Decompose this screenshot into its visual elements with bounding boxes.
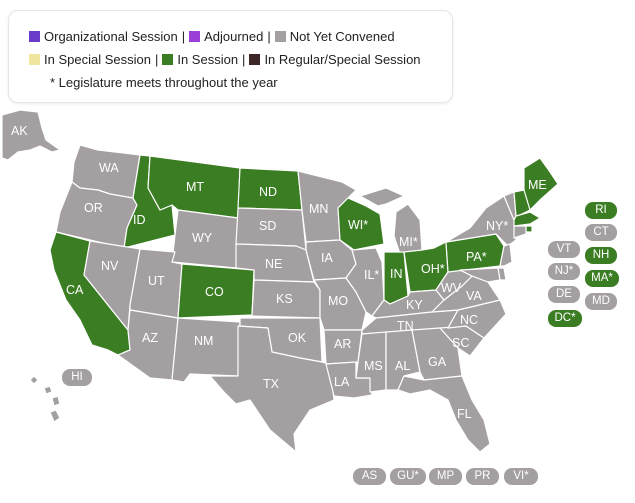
- legend-separator: |: [181, 29, 186, 44]
- swatch-in-session: [162, 54, 174, 65]
- pill-RI[interactable]: RI: [585, 202, 617, 219]
- legend-in-session: In Session: [177, 52, 239, 67]
- state-WY[interactable]: [171, 209, 239, 269]
- pill-AS[interactable]: AS: [353, 468, 386, 485]
- legend-separator: |: [267, 29, 271, 44]
- label-NC: NC: [460, 313, 478, 327]
- legend-row-1: Organizational Session | Adjourned | Not…: [29, 29, 395, 44]
- legend-adjourned: Adjourned: [204, 29, 264, 44]
- pill-MP[interactable]: MP: [429, 468, 462, 485]
- state-NH[interactable]: [513, 189, 531, 217]
- label-ND: ND: [259, 185, 277, 199]
- label-MN: MN: [309, 202, 328, 216]
- label-NE: NE: [265, 257, 282, 271]
- swatch-special-session: [29, 54, 40, 65]
- label-WY: WY: [192, 231, 213, 245]
- label-NM: NM: [194, 334, 213, 348]
- pill-NJ[interactable]: NJ*: [548, 263, 580, 280]
- label-MT: MT: [186, 180, 204, 194]
- legend-special-session: In Special Session: [44, 52, 151, 67]
- state-TX[interactable]: [209, 325, 335, 453]
- label-AZ: AZ: [142, 331, 158, 345]
- label-KY: KY: [406, 298, 423, 312]
- state-NJ[interactable]: [499, 243, 513, 267]
- state-labels: AK WA OR CA ID NV MT WY UT AZ CO NM ND S…: [11, 124, 547, 421]
- label-PA: PA*: [466, 250, 487, 264]
- legend-note: * Legislature meets throughout the year: [50, 75, 278, 90]
- label-WV: WV: [441, 281, 462, 295]
- label-NV: NV: [101, 259, 119, 273]
- pill-DE[interactable]: DE: [548, 286, 580, 303]
- label-MS: MS: [364, 359, 383, 373]
- legend-separator: |: [154, 52, 159, 67]
- label-NY: NY*: [486, 219, 508, 233]
- label-CA: CA: [66, 283, 84, 297]
- label-MO: MO: [328, 294, 348, 308]
- pill-MD[interactable]: MD: [585, 293, 617, 310]
- state-RI[interactable]: [525, 225, 533, 233]
- label-KS: KS: [276, 292, 293, 306]
- label-ME: ME: [528, 178, 547, 192]
- state-NM[interactable]: [171, 317, 241, 383]
- label-IN: IN: [390, 267, 403, 281]
- label-VA: VA: [466, 289, 482, 303]
- label-UT: UT: [148, 274, 165, 288]
- label-IA: IA: [321, 251, 333, 265]
- label-MI: MI*: [399, 235, 418, 249]
- state-WI[interactable]: [337, 197, 385, 251]
- label-GA: GA: [428, 355, 447, 369]
- legend-not-yet-convened: Not Yet Convened: [289, 29, 395, 44]
- pill-PR[interactable]: PR: [466, 468, 499, 485]
- legend-separator: |: [242, 52, 246, 67]
- state-AK[interactable]: [1, 109, 61, 161]
- pill-NH[interactable]: NH: [585, 247, 617, 264]
- swatch-organizational: [29, 31, 40, 42]
- pill-VI[interactable]: VI*: [504, 468, 538, 485]
- label-CO: CO: [205, 285, 224, 299]
- label-LA: LA: [334, 375, 350, 389]
- label-AR: AR: [334, 337, 351, 351]
- state-CT[interactable]: [513, 225, 527, 239]
- state-HI[interactable]: [29, 375, 61, 423]
- pill-CT[interactable]: CT: [585, 224, 617, 241]
- pill-VT[interactable]: VT: [548, 241, 580, 258]
- swatch-regular-special: [249, 54, 261, 65]
- state-FL[interactable]: [397, 375, 491, 453]
- pill-GU[interactable]: GU*: [390, 468, 426, 485]
- pill-HI[interactable]: HI: [62, 369, 92, 386]
- pill-DC[interactable]: DC*: [548, 310, 582, 327]
- legend-row-2: In Special Session | In Session | In Reg…: [29, 52, 421, 67]
- label-AK: AK: [11, 124, 28, 138]
- label-IL: IL*: [364, 268, 379, 282]
- label-WI: WI*: [348, 218, 368, 232]
- label-SD: SD: [259, 219, 276, 233]
- label-TX: TX: [263, 377, 280, 391]
- label-FL: FL: [457, 407, 472, 421]
- label-OK: OK: [288, 331, 307, 345]
- label-AL: AL: [395, 359, 410, 373]
- swatch-adjourned: [189, 31, 201, 42]
- legend: Organizational Session | Adjourned | Not…: [8, 10, 453, 103]
- state-MD[interactable]: [459, 267, 501, 283]
- label-WA: WA: [99, 161, 119, 175]
- legend-organizational: Organizational Session: [44, 29, 178, 44]
- label-TN: TN: [397, 319, 414, 333]
- swatch-not-yet-convened: [274, 31, 286, 42]
- label-OH: OH*: [421, 262, 445, 276]
- label-OR: OR: [84, 201, 103, 215]
- state-IL[interactable]: [345, 247, 385, 317]
- pill-MA[interactable]: MA*: [585, 270, 619, 287]
- legend-regular-special: In Regular/Special Session: [264, 52, 421, 67]
- label-ID: ID: [133, 213, 146, 227]
- label-SC: SC: [452, 336, 469, 350]
